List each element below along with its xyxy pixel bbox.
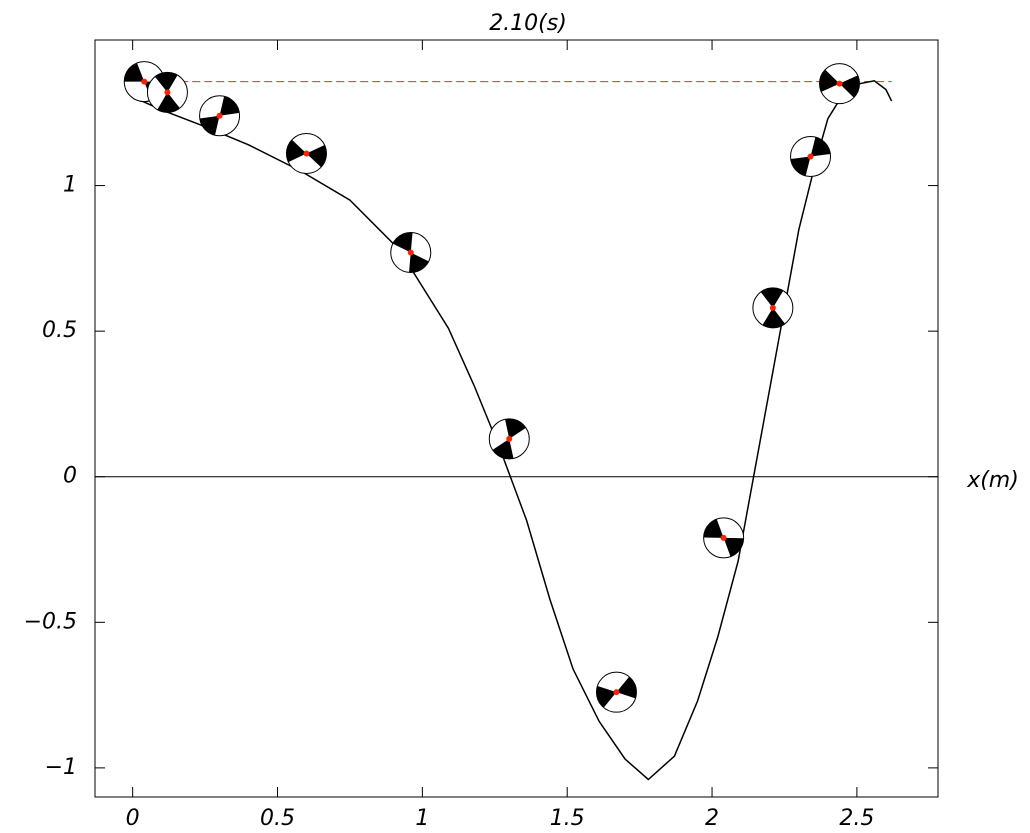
x-tick-label: 0.5 — [260, 806, 295, 829]
wheel — [199, 95, 241, 137]
x-tick-label: 0 — [126, 806, 140, 829]
track-line — [135, 79, 893, 781]
wheel-sector — [596, 685, 617, 708]
wheel — [285, 133, 327, 175]
wheel-sector — [505, 418, 526, 439]
y-tick-label: 1 — [63, 173, 77, 198]
wheel-sector — [760, 287, 784, 308]
wheel — [752, 287, 794, 329]
y-tick-label: 0 — [63, 464, 77, 489]
wheel-sector — [157, 92, 180, 113]
wheel-sector — [492, 438, 514, 459]
wheel-center — [769, 304, 776, 311]
wheel-center — [407, 249, 414, 256]
wheel-sector — [819, 69, 840, 92]
wheel-center — [836, 80, 843, 87]
wheel-center — [303, 150, 310, 157]
wheel-center — [164, 89, 171, 96]
wheel-sector — [790, 156, 811, 176]
wheel — [390, 232, 432, 274]
x-tick-label: 2 — [705, 806, 719, 829]
wheel-sector — [286, 139, 307, 163]
wheel-sector — [616, 676, 637, 699]
wheel-sector — [154, 72, 178, 93]
wheel — [488, 418, 530, 460]
x-axis-label: x(m) — [966, 468, 1019, 493]
wheel — [703, 517, 745, 559]
wheel-sector — [124, 62, 145, 82]
x-tick-label: 1.5 — [550, 806, 585, 829]
plot-frame — [94, 39, 939, 798]
wheel-sector — [199, 115, 220, 136]
y-tick-label: −0.5 — [24, 609, 77, 634]
wheel — [819, 63, 861, 105]
x-tick-label: 1 — [415, 806, 429, 829]
wheel-sector — [409, 252, 429, 273]
wheel — [146, 71, 188, 113]
wheel-center — [141, 78, 148, 85]
y-tick-label: 0.5 — [42, 318, 77, 343]
wheel-center — [506, 435, 513, 442]
x-tick-label: 2.5 — [839, 806, 874, 829]
wheel-center — [613, 689, 620, 696]
wheel-sector — [723, 537, 744, 557]
wheel-sector — [219, 96, 240, 116]
wheel-center — [216, 112, 223, 119]
wheel-center — [720, 534, 727, 541]
wheel-sector — [762, 307, 786, 328]
wheel-sector — [839, 75, 860, 98]
wheel — [595, 671, 637, 713]
wheel-sector — [306, 145, 327, 168]
wheel-sector — [392, 232, 413, 253]
wheel-sector — [703, 519, 724, 538]
wheel-sector — [810, 137, 831, 157]
wheel-center — [807, 153, 814, 160]
wheel — [790, 135, 832, 177]
y-tick-label: −1 — [45, 755, 77, 780]
chart-title: 2.10(s) — [489, 11, 567, 36]
